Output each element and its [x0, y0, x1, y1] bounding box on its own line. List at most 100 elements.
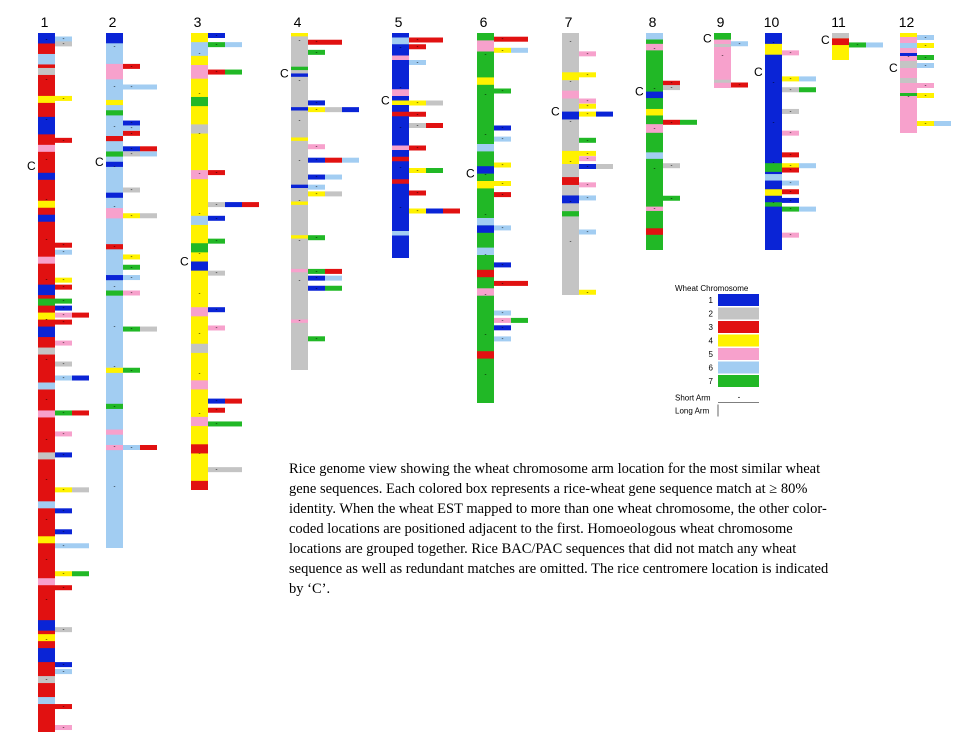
match-block-3-0	[191, 42, 208, 56]
adjacent-match-7-0-0	[579, 51, 596, 57]
match-block-1-18	[38, 501, 55, 509]
adjacent-match-2-4-0	[123, 130, 140, 136]
short-arm-mark: -	[857, 42, 859, 48]
adjacent-match-2-12-0	[123, 290, 140, 296]
centromere-marker-9: C	[703, 32, 712, 46]
adjacent-match-7-2-0	[579, 98, 596, 104]
short-arm-mark: -	[46, 117, 48, 123]
adjacent-match-1-13-0	[55, 361, 72, 367]
match-block-6-3	[477, 166, 494, 174]
adjacent-match-3-7-0	[208, 270, 225, 276]
short-arm-mark: -	[216, 202, 218, 208]
match-block-3-4	[191, 170, 208, 180]
short-arm-mark: -	[773, 120, 775, 126]
short-arm-mark: -	[417, 101, 419, 107]
adjacent-match-2-10-0	[123, 264, 140, 270]
short-arm-mark: -	[417, 209, 419, 215]
short-arm-mark: -	[131, 146, 133, 152]
short-arm-mark: -	[790, 233, 792, 239]
short-arm-mark: -	[790, 207, 792, 213]
adjacent-match-1-9-0	[55, 305, 72, 311]
adjacent-match-2-13-1	[140, 326, 157, 332]
short-arm-mark: -	[216, 421, 218, 427]
adjacent-match-3-9-0	[208, 325, 225, 331]
adjacent-match-7-12-0	[579, 289, 596, 295]
legend-label-2: 2	[709, 310, 714, 319]
adjacent-match-1-23-0	[55, 585, 72, 591]
match-block-2-0	[106, 33, 123, 44]
match-block-9-0	[714, 33, 731, 40]
legend-label-7: 7	[709, 377, 714, 386]
match-block-9-2	[714, 79, 731, 83]
match-block-1-13	[38, 326, 55, 338]
match-block-1-10	[38, 284, 55, 296]
adjacent-match-10-12-0	[782, 232, 799, 238]
short-arm-mark: -	[131, 327, 133, 333]
short-arm-mark: -	[63, 313, 65, 319]
short-arm-mark: -	[131, 445, 133, 451]
adjacent-match-4-2-0	[308, 100, 325, 106]
short-arm-mark: -	[925, 63, 927, 69]
short-arm-mark: -	[417, 146, 419, 152]
short-arm-mark: -	[131, 275, 133, 281]
adjacent-match-6-14-0	[494, 336, 511, 342]
short-arm-mark: -	[790, 198, 792, 204]
adjacent-match-6-0-0	[494, 36, 511, 42]
short-arm-mark: -	[199, 451, 201, 457]
short-arm-mark: -	[114, 44, 116, 50]
adjacent-match-4-9-0	[308, 235, 325, 241]
adjacent-match-4-10-0	[308, 268, 325, 274]
adjacent-match-1-14-0	[55, 375, 72, 381]
short-arm-mark: -	[131, 188, 133, 194]
short-arm-mark: -	[131, 265, 133, 271]
match-block-3-9	[191, 343, 208, 353]
short-arm-mark: -	[199, 411, 201, 417]
adjacent-match-4-12-0	[308, 285, 325, 291]
match-block-6-1	[477, 77, 494, 85]
adjacent-match-6-5-0	[494, 162, 511, 168]
adjacent-match-7-9-0	[579, 182, 596, 188]
adjacent-match-3-12-1	[225, 421, 242, 427]
adjacent-match-7-3-0	[579, 103, 596, 109]
adjacent-match-6-7-0	[494, 192, 511, 198]
adjacent-match-11-1-1	[866, 42, 883, 48]
chromosome-columns: 1 - - - - - - - - - - - - - - - - - - - - - - - - - - - - - - - - - - - - - - -…	[27, 14, 951, 732]
chromosome-label-3: 3	[194, 14, 202, 30]
short-arm-mark: -	[739, 41, 741, 47]
adjacent-match-3-4-0	[208, 202, 225, 208]
adjacent-match-8-2-0	[663, 119, 680, 125]
short-arm-mark: -	[908, 94, 910, 100]
match-block-3-10	[191, 380, 208, 390]
short-arm-mark: -	[790, 163, 792, 169]
short-arm-mark: -	[790, 109, 792, 115]
short-arm-mark: -	[63, 36, 65, 42]
adjacent-match-10-9-0	[782, 189, 799, 195]
match-block-10-3	[765, 189, 782, 196]
short-arm-mark: -	[63, 299, 65, 305]
short-arm-mark: -	[671, 196, 673, 202]
match-block-1-0	[38, 33, 55, 44]
adjacent-match-3-10-0	[208, 398, 225, 404]
adjacent-match-2-1-0	[123, 84, 140, 90]
adjacent-match-4-10-1	[325, 268, 342, 274]
legend-long-arm-label: Long Arm	[675, 407, 710, 416]
match-block-3-5	[191, 215, 208, 225]
short-arm-mark: -	[502, 48, 504, 54]
short-arm-mark: -	[587, 112, 589, 118]
match-block-1-17	[38, 452, 55, 460]
short-arm-mark: -	[63, 704, 65, 710]
chromosome-bar-10	[765, 33, 782, 250]
short-arm-mark: -	[299, 238, 301, 244]
match-block-5-5	[392, 145, 409, 150]
short-arm-mark: -	[131, 85, 133, 91]
short-arm-mark: -	[417, 38, 419, 44]
chromosome-label-6: 6	[480, 14, 488, 30]
centromere-marker-7: C	[551, 105, 560, 119]
adjacent-match-2-2-0	[123, 120, 140, 126]
match-block-5-1	[392, 55, 409, 60]
match-block-2-13	[106, 403, 123, 409]
legend-swatch-7	[718, 375, 759, 387]
short-arm-mark: -	[485, 52, 487, 58]
short-arm-mark: -	[131, 64, 133, 70]
short-arm-mark: -	[216, 399, 218, 405]
